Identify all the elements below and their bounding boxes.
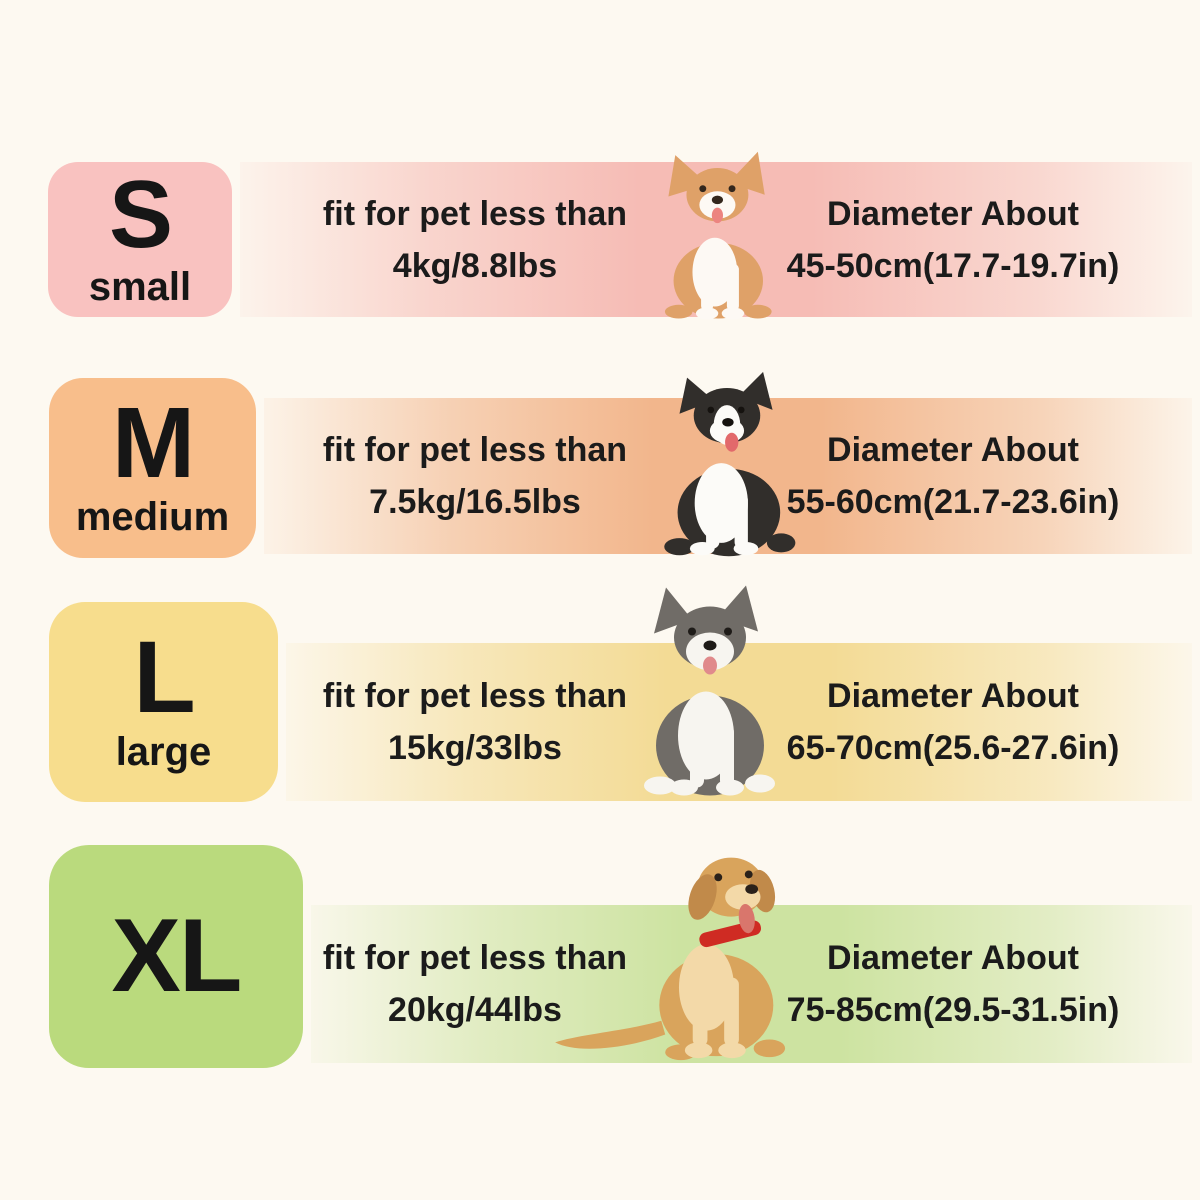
diameter-line2: 75-85cm(29.5-31.5in) xyxy=(786,991,1120,1029)
fit-text: fit for pet less than 15kg/33lbs xyxy=(295,670,655,774)
husky-dog-photo xyxy=(644,585,775,796)
size-word: large xyxy=(115,729,212,774)
size-letter: M xyxy=(111,387,195,499)
diameter-line2: 55-60cm(21.7-23.6in) xyxy=(786,483,1120,521)
gradient-band-small xyxy=(240,162,1192,317)
gradient-band-medium xyxy=(264,398,1192,554)
corgi-dog-photo xyxy=(664,151,772,320)
size-badge-large: L large xyxy=(49,602,278,802)
fit-line1: fit for pet less than xyxy=(322,939,628,977)
diameter-line1: Diameter About xyxy=(827,195,1079,233)
diameter-line1: Diameter About xyxy=(827,431,1079,469)
fit-text: fit for pet less than 4kg/8.8lbs xyxy=(295,188,655,292)
size-letter: XL xyxy=(111,898,243,1015)
gradient-band-xl xyxy=(311,905,1192,1063)
size-badge-medium: M medium xyxy=(49,378,256,558)
size-badge-small: S small xyxy=(48,162,232,317)
fit-line1: fit for pet less than xyxy=(322,195,628,233)
fit-line1: fit for pet less than xyxy=(322,677,628,715)
fit-text: fit for pet less than 7.5kg/16.5lbs xyxy=(295,424,655,528)
diameter-text: Diameter About 75-85cm(29.5-31.5in) xyxy=(753,932,1153,1036)
diameter-line2: 65-70cm(25.6-27.6in) xyxy=(786,729,1120,767)
fit-text: fit for pet less than 20kg/44lbs xyxy=(295,932,655,1036)
diameter-line1: Diameter About xyxy=(827,939,1079,977)
size-badge-xl: XL xyxy=(49,845,303,1068)
diameter-text: Diameter About 45-50cm(17.7-19.7in) xyxy=(753,188,1153,292)
size-letter: S xyxy=(108,161,173,269)
golden-retriever-dog-photo xyxy=(555,857,786,1061)
fit-line2: 7.5kg/16.5lbs xyxy=(369,483,581,521)
size-word: small xyxy=(88,264,192,309)
fit-line2: 15kg/33lbs xyxy=(388,729,562,767)
size-letter: L xyxy=(133,620,195,735)
border-collie-dog-photo xyxy=(664,371,796,557)
fit-line1: fit for pet less than xyxy=(322,431,628,469)
diameter-line1: Diameter About xyxy=(827,677,1079,715)
diameter-text: Diameter About 55-60cm(21.7-23.6in) xyxy=(753,424,1153,528)
size-word: medium xyxy=(75,495,230,539)
gradient-band-large xyxy=(286,643,1192,801)
fit-line2: 4kg/8.8lbs xyxy=(392,247,558,285)
diameter-text: Diameter About 65-70cm(25.6-27.6in) xyxy=(753,670,1153,774)
fit-line2: 20kg/44lbs xyxy=(388,991,562,1029)
diameter-line2: 45-50cm(17.7-19.7in) xyxy=(786,247,1120,285)
